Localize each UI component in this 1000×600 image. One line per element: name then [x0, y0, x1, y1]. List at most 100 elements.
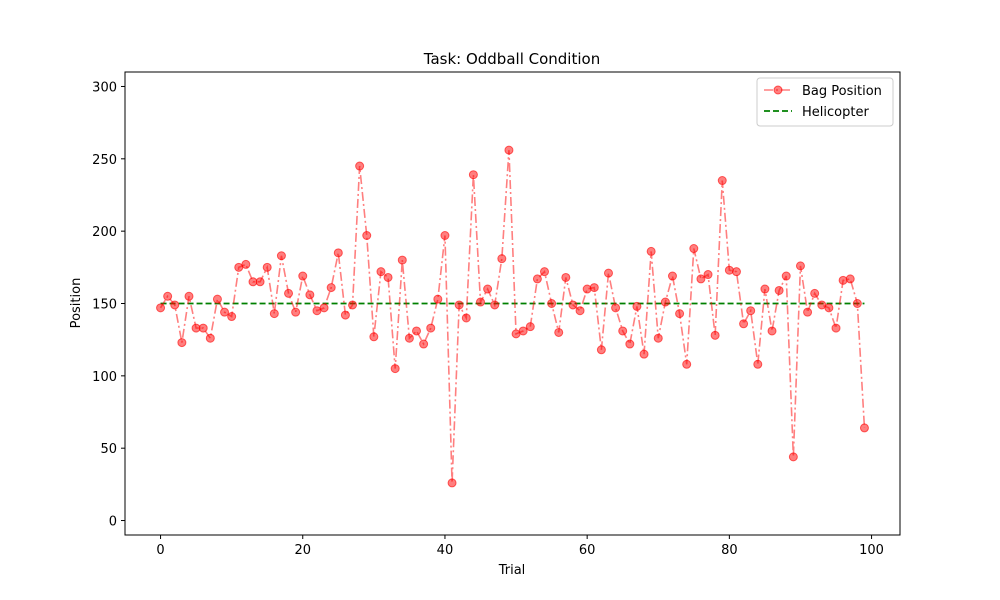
bag-position-point	[348, 300, 358, 310]
bag-position-point	[753, 359, 763, 369]
bag-position-point	[731, 267, 741, 277]
bag-position-point	[675, 309, 685, 319]
bag-position-point	[795, 261, 805, 271]
bag-position-point	[611, 303, 621, 313]
bag-position-point	[340, 310, 350, 320]
bag-position-point	[639, 349, 649, 359]
bag-position-point	[575, 306, 585, 316]
bag-position-point	[198, 323, 208, 333]
bag-position-point	[262, 262, 272, 272]
bag-position-point	[326, 283, 336, 293]
bag-position-point	[646, 246, 656, 256]
x-tick-label: 20	[294, 543, 311, 558]
bag-position-point	[440, 231, 450, 240]
legend: Bag Position Helicopter	[756, 77, 894, 127]
bag-position-point	[682, 359, 692, 369]
bag-position-point	[177, 338, 187, 348]
bag-position-point	[561, 272, 571, 282]
bag-position-point	[710, 330, 720, 340]
bag-position-point	[810, 288, 820, 298]
bag-position-point	[582, 284, 592, 294]
bag-position-point	[803, 307, 813, 317]
bag-position-point	[781, 271, 791, 281]
legend-marker-bag-position	[773, 85, 783, 95]
bag-position-point	[689, 244, 699, 254]
bag-position-point	[831, 323, 841, 333]
bag-position-point	[461, 313, 471, 323]
bag-position-point	[746, 306, 756, 316]
bag-position-point	[788, 452, 798, 462]
bag-position-point	[227, 312, 237, 322]
legend-label-bag-position: Bag Position	[802, 84, 882, 99]
chart-title: Task: Oddball Condition	[423, 50, 600, 68]
bag-position-point	[653, 333, 663, 343]
bag-position-point	[383, 272, 393, 282]
bag-position-point	[845, 274, 855, 284]
bag-position-point	[483, 284, 493, 294]
y-axis-ticks: 0 50 100 150 200 250 300	[92, 80, 125, 530]
bag-position-point	[419, 339, 429, 349]
bag-position-point	[625, 339, 635, 349]
bag-position-point	[724, 265, 734, 275]
bag-position-point	[532, 274, 542, 284]
bag-position-point	[589, 283, 599, 293]
bag-position-point	[369, 332, 379, 342]
bag-position-point	[518, 326, 528, 336]
bag-position-point	[170, 300, 180, 310]
bag-position-point	[390, 364, 400, 374]
bag-position-point	[504, 145, 514, 155]
x-tick-label: 60	[579, 543, 596, 558]
bag-position-point	[376, 267, 386, 277]
bag-position-point	[412, 326, 422, 336]
bag-position-point	[859, 423, 869, 433]
bag-position-point	[667, 271, 677, 281]
y-tick-label: 50	[100, 442, 117, 457]
y-axis-label: Position	[69, 278, 84, 329]
bag-position-point	[468, 170, 478, 180]
bag-position-point	[454, 300, 464, 310]
bag-position-point	[433, 294, 443, 304]
legend-label-helicopter: Helicopter	[802, 105, 869, 120]
x-tick-label: 0	[156, 543, 164, 558]
bag-position-point	[767, 326, 777, 336]
y-tick-label: 0	[109, 515, 117, 530]
bag-position-point	[355, 161, 365, 171]
bag-position-point	[269, 309, 279, 319]
bag-position-point	[596, 345, 606, 355]
y-tick-label: 150	[92, 298, 117, 313]
bag-position-point	[220, 307, 230, 317]
legend-box	[756, 77, 894, 127]
bag-position-point	[397, 255, 407, 265]
y-tick-label: 200	[92, 225, 117, 240]
bag-position-point	[255, 277, 265, 287]
x-tick-label: 80	[721, 543, 738, 558]
x-tick-label: 40	[437, 543, 454, 558]
bag-position-point	[291, 307, 301, 317]
bag-position-point	[163, 291, 173, 301]
bag-position-point	[241, 259, 251, 269]
series-layer	[156, 145, 869, 488]
x-axis-ticks: 0 20 40 60 80 100	[156, 535, 884, 558]
bag-position-point	[333, 248, 343, 258]
bag-position-point	[540, 267, 549, 277]
y-tick-label: 100	[92, 370, 117, 385]
bag-position-point	[852, 299, 862, 308]
bag-position-point	[632, 301, 642, 311]
bag-position-point	[696, 274, 706, 284]
bag-position-point	[276, 251, 286, 261]
x-tick-label: 100	[859, 543, 884, 558]
bag-position-point	[476, 297, 485, 307]
bag-position-point	[618, 326, 628, 336]
bag-position-point	[212, 294, 222, 304]
bag-position-point	[760, 284, 770, 294]
bag-position-point	[774, 285, 784, 295]
bag-position-point	[525, 322, 535, 332]
series-line-bag-position	[159, 150, 866, 483]
bag-position-point	[554, 327, 564, 337]
bag-position-point	[426, 323, 436, 333]
bag-position-point	[305, 290, 315, 300]
bag-position-point	[703, 270, 713, 280]
bag-position-point	[497, 254, 507, 264]
bag-position-point	[298, 271, 308, 281]
